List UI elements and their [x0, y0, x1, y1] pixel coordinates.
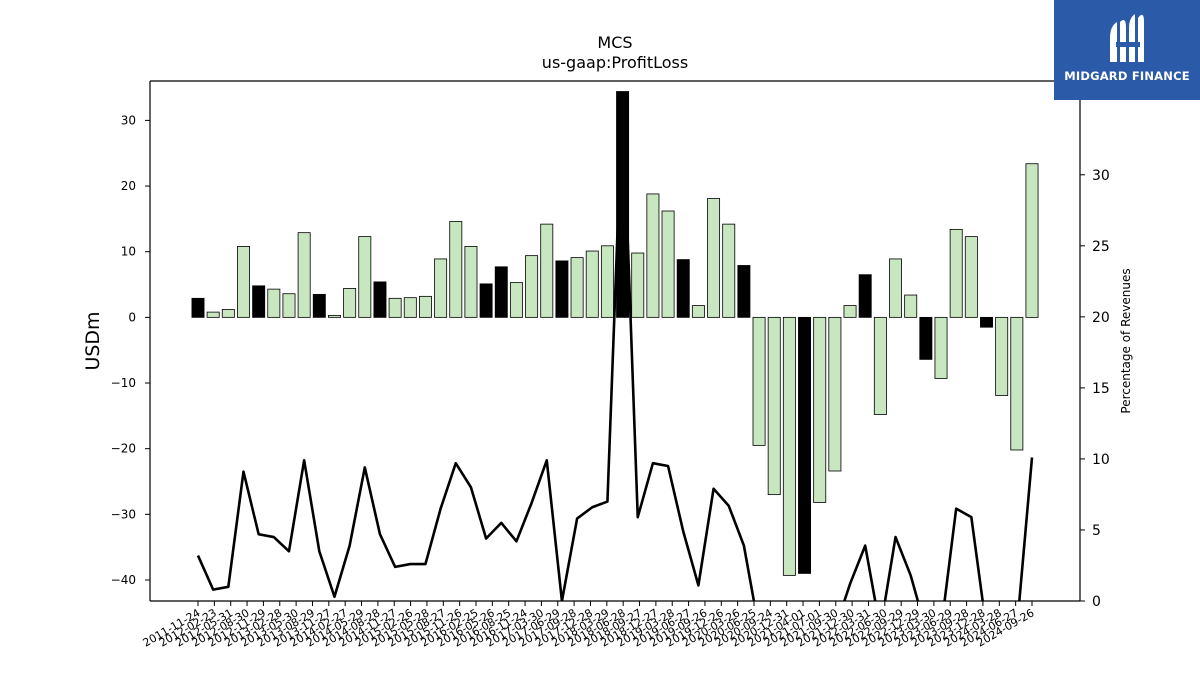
bar: [600, 245, 614, 318]
line-group: [196, 95, 1034, 601]
bar: [995, 316, 1009, 396]
bar: [434, 258, 448, 318]
y2-tick-label: 5: [1092, 523, 1101, 539]
bar: [828, 316, 842, 472]
y-tick-label: 20: [121, 179, 136, 193]
y-tick-label: −30: [111, 507, 136, 521]
y-tick-label: −10: [111, 376, 136, 390]
bar: [312, 293, 326, 318]
y2-axis-label: Percentage of Revenues: [1119, 268, 1133, 413]
bar: [555, 260, 569, 318]
bar: [297, 232, 311, 318]
bar: [1025, 163, 1039, 318]
bar: [191, 297, 205, 318]
x-ticks: 2011-11-242012-02-232012-05-312012-08-30…: [141, 601, 1037, 650]
bar: [1010, 316, 1024, 451]
bar: [509, 282, 523, 318]
bar: [328, 314, 341, 318]
y-tick-label: 10: [121, 245, 136, 259]
bar: [752, 316, 766, 446]
bar: [388, 297, 402, 318]
y2-tick-label: 25: [1092, 239, 1110, 255]
bar: [919, 316, 933, 360]
bar: [873, 316, 887, 415]
bar: [889, 258, 902, 318]
bar: [206, 311, 220, 318]
bar: [343, 288, 357, 318]
series-line: [196, 95, 1034, 601]
brand-logo: MIDGARD FINANCE: [1054, 0, 1200, 100]
chart-title: MCS: [597, 33, 632, 52]
y2-ticks: 0 5 10 15 20 25 30: [1080, 168, 1110, 610]
y-ticks: −40 −30 −20 −10 0 10 20 30: [111, 113, 150, 587]
bar: [980, 316, 993, 328]
bar: [661, 210, 675, 318]
bar: [813, 316, 827, 503]
bar: [373, 281, 387, 318]
bar: [691, 305, 705, 318]
bar: [676, 259, 690, 318]
bar: [358, 236, 372, 318]
bar: [798, 316, 812, 574]
bar: [525, 255, 539, 318]
bar: [252, 285, 266, 318]
bar: [782, 316, 796, 576]
y-tick-label: −20: [111, 442, 136, 456]
bar: [858, 274, 872, 318]
bar: [479, 283, 493, 318]
y-tick-label: −40: [111, 573, 136, 587]
bar: [904, 294, 918, 318]
bar: [722, 223, 736, 318]
bar: [949, 228, 963, 318]
y2-tick-label: 30: [1092, 168, 1110, 184]
bar: [418, 295, 432, 318]
y-tick-label: 0: [128, 310, 136, 324]
bar: [464, 246, 478, 318]
midgard-logo-icon: [1110, 14, 1144, 63]
bar: [540, 223, 554, 318]
bar: [934, 316, 948, 379]
bar: [449, 221, 463, 318]
bar: [494, 266, 508, 318]
bar: [707, 198, 721, 318]
y2-tick-label: 0: [1092, 594, 1101, 610]
bar: [267, 288, 281, 318]
y2-tick-label: 10: [1092, 452, 1110, 468]
bar: [646, 193, 660, 318]
bar: [737, 265, 751, 318]
y2-tick-label: 20: [1092, 310, 1110, 326]
y-tick-label: 30: [121, 113, 136, 127]
bar-group: [191, 91, 1039, 576]
bar: [585, 250, 599, 318]
bar: [403, 297, 417, 318]
bar: [843, 305, 857, 318]
y2-tick-label: 15: [1092, 381, 1110, 397]
bar: [237, 246, 250, 318]
bar: [282, 293, 296, 318]
bar: [570, 257, 584, 318]
bar: [964, 236, 978, 318]
bar: [631, 252, 645, 318]
brand-name: MIDGARD FINANCE: [1064, 69, 1190, 83]
chart-subtitle: us-gaap:ProfitLoss: [542, 53, 688, 72]
bar: [221, 309, 235, 318]
y-axis-label: USDm: [82, 311, 104, 370]
bar: [767, 316, 781, 496]
